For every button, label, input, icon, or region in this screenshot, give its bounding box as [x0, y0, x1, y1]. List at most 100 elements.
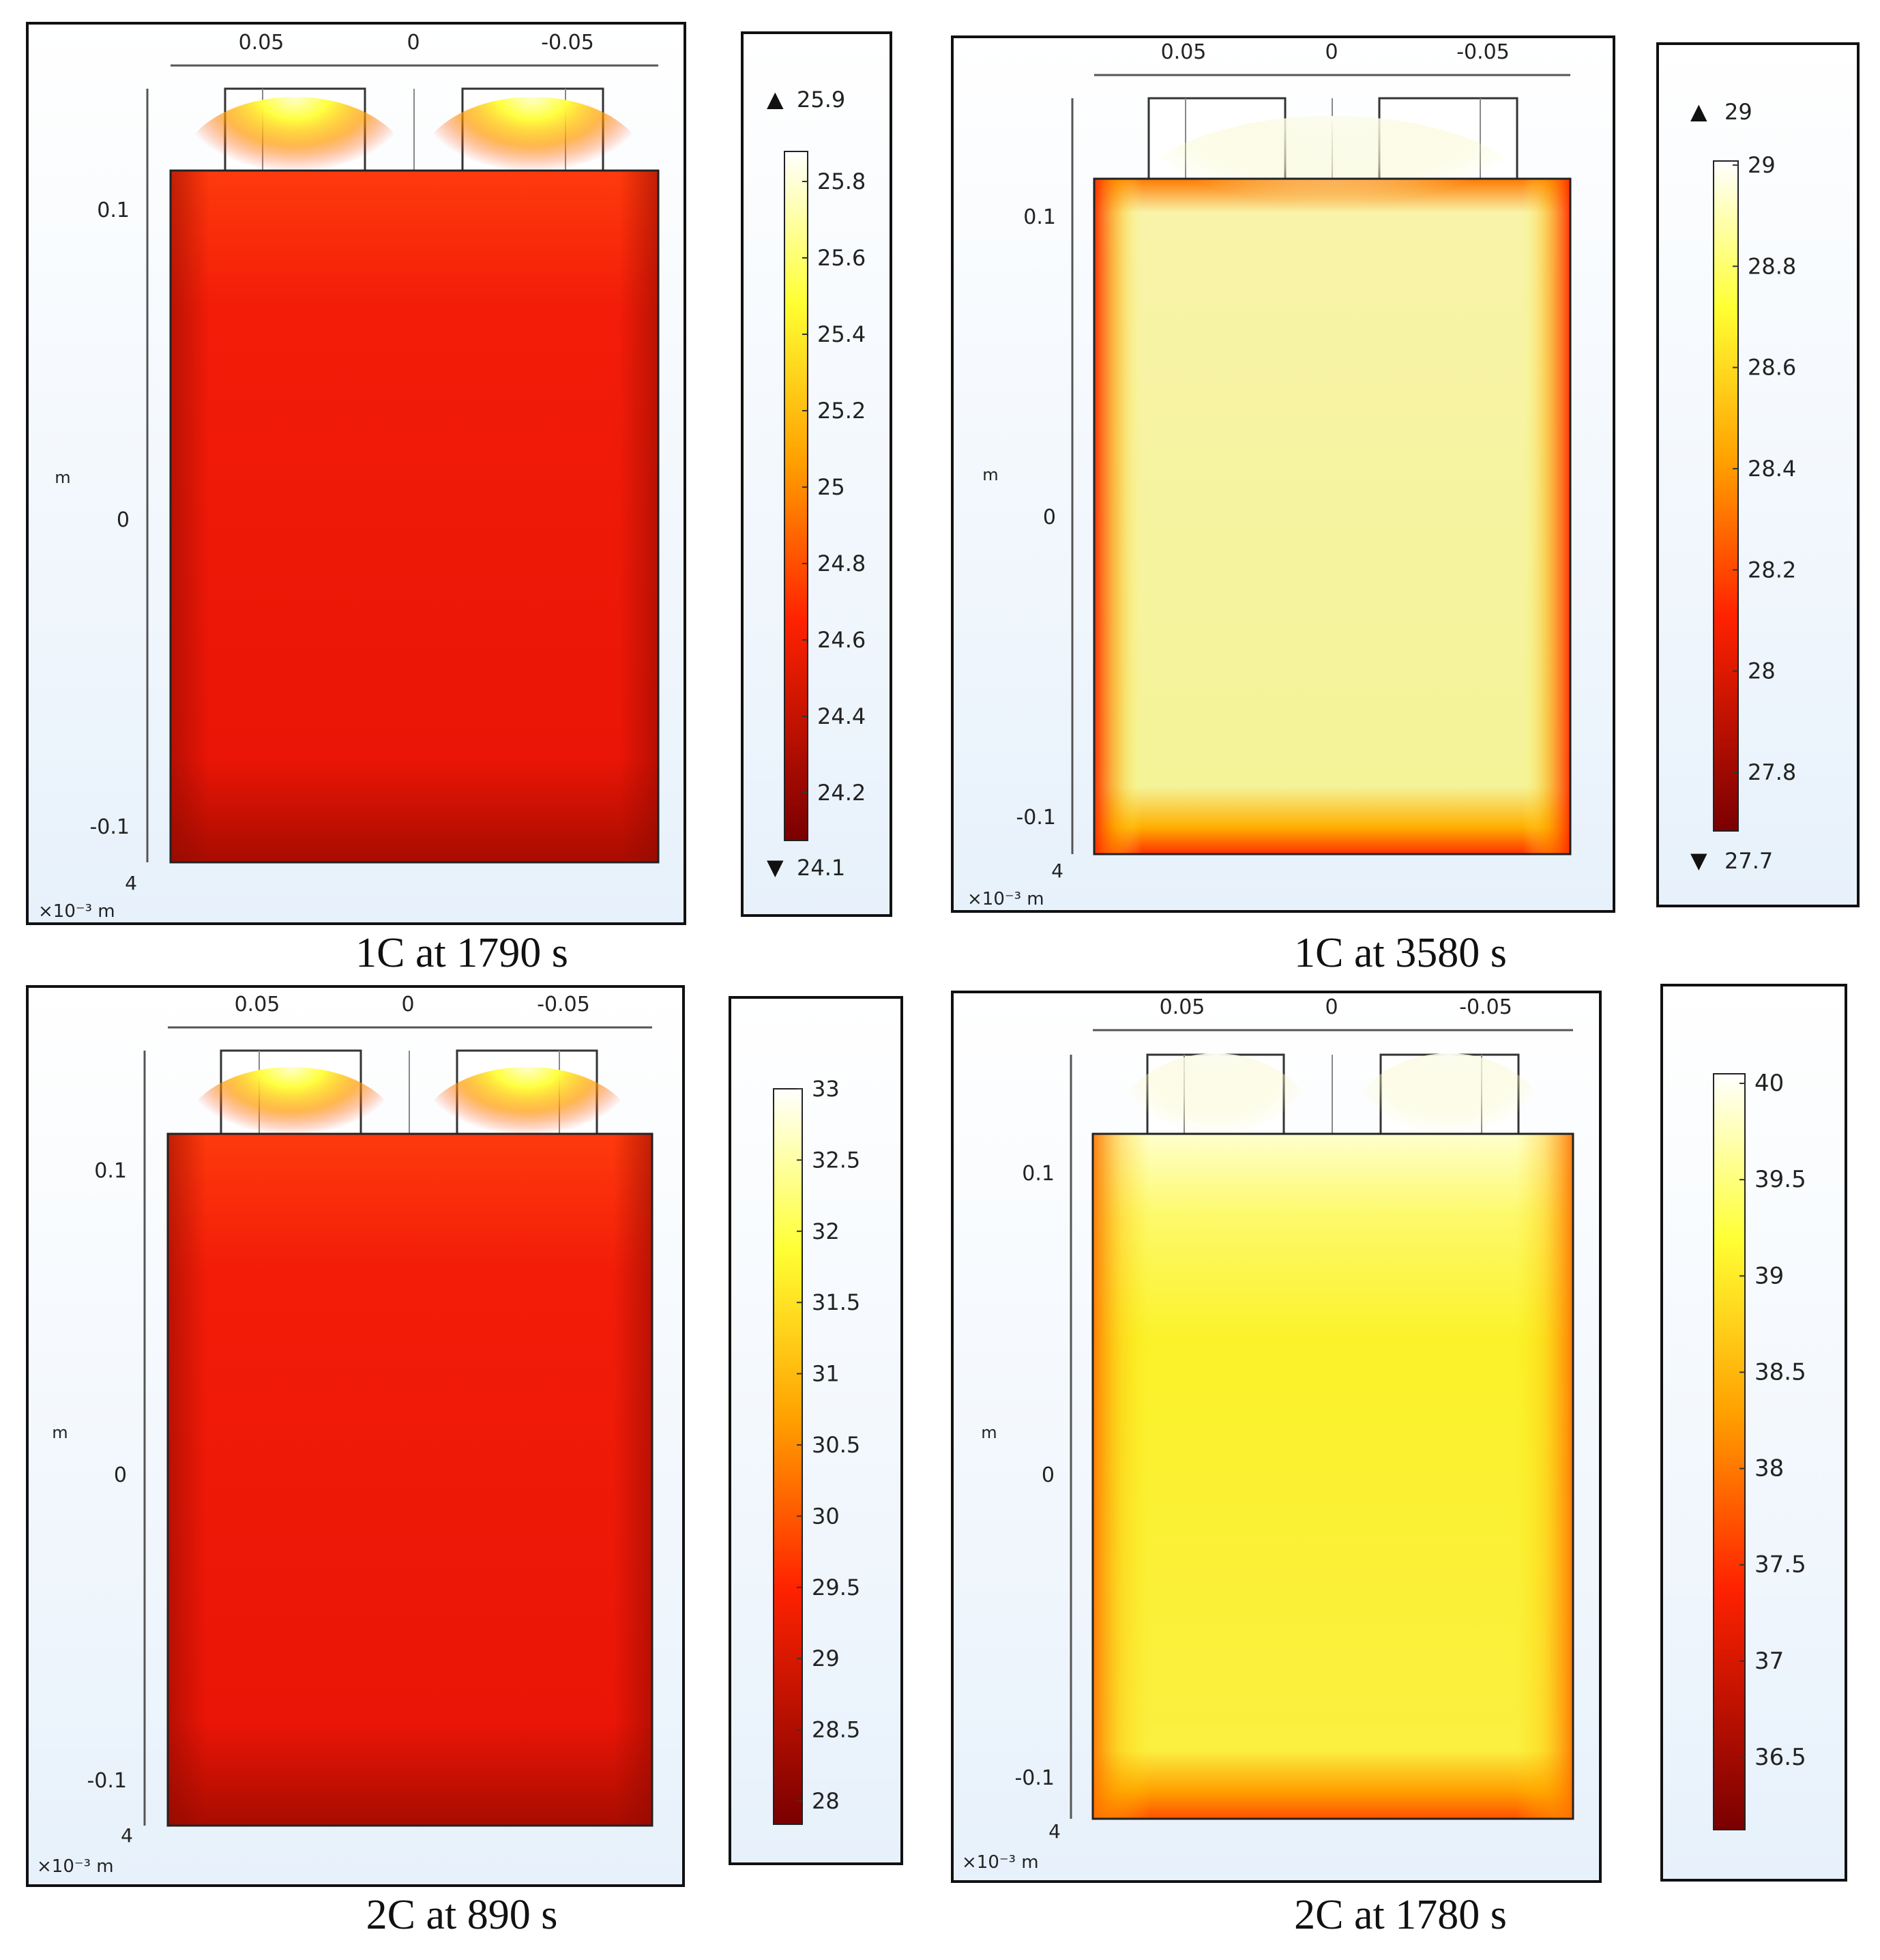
y-tick-label: 0.1: [1022, 1162, 1055, 1186]
colorbar-tick-label: 28: [812, 1788, 840, 1814]
hotspot-right: [418, 1067, 636, 1203]
colorbar-min-label: 24.1: [797, 855, 845, 881]
colorbar-scale: [773, 1088, 803, 1825]
colorbar-max-label: 25.9: [797, 87, 845, 113]
depth-value: 4: [121, 1824, 133, 1847]
colorbar-ticks: 33 32.5 32 31.5 31 30.5 30 29.5 29 28.5 28: [797, 1076, 860, 1814]
cell-body-outline: [1091, 1132, 1574, 1820]
colorbar-tick-label: 29.5: [812, 1575, 860, 1600]
panel-caption: 2C at 890 s: [366, 1892, 558, 1938]
y-tick-label: 0.1: [94, 1159, 127, 1183]
colorbar-tick-label: 36.5: [1754, 1744, 1806, 1771]
colorbar-min-marker: ▼: [767, 854, 784, 880]
colorbar-frame: [1656, 42, 1860, 907]
colorbar-tick-label: 31.5: [812, 1289, 860, 1315]
hotspot-left: [179, 97, 411, 247]
panel-caption: 2C at 1780 s: [1294, 1892, 1507, 1938]
colorbar-tick-label: 29: [812, 1645, 840, 1671]
x-tick-label: -0.05: [1456, 40, 1510, 64]
panel-caption: 1C at 1790 s: [355, 930, 568, 976]
colorbar-max-marker: ▲: [1690, 98, 1707, 124]
cell-body-outline: [169, 169, 660, 864]
x-tick-label: 0: [1325, 995, 1338, 1019]
x-tick-label: 0: [401, 993, 414, 1016]
depth-value: 4: [125, 872, 137, 894]
colorbar-frame: [729, 996, 903, 1865]
colorbar-tick-label: 27.8: [1748, 759, 1796, 785]
colorbar-tick-label: 33: [812, 1076, 840, 1102]
colorbar-max-marker: ▲: [767, 86, 784, 112]
x-tick-label: 0.05: [239, 31, 284, 55]
colorbar-ticks: 29 28.8 28.6 28.4 28.2 28 27.8: [1733, 152, 1796, 785]
colorbar-tick-label: 38.5: [1754, 1358, 1806, 1386]
y-tick-label: -0.1: [89, 815, 130, 839]
cell-body-edge-shade: [168, 1134, 652, 1826]
panel-2c-890s: 0.05 0 -0.05 0.1 0 -0.1 m 4 ×10⁻³ m 33 32…: [26, 985, 903, 1887]
x-tick-label: 0.05: [1160, 995, 1205, 1019]
colorbar-tick-label: 28.4: [1748, 456, 1796, 482]
colorbar-tick-label: 30: [812, 1503, 840, 1529]
cell-body-outline: [1093, 177, 1572, 855]
colorbar-scale: [784, 151, 808, 841]
y-unit-label: m: [982, 465, 998, 484]
x-tick-label: 0.05: [1161, 40, 1207, 64]
depth-unit: ×10⁻³ m: [37, 1856, 114, 1877]
x-tick-label: -0.05: [537, 993, 590, 1016]
colorbar-tick-label: 28.8: [1748, 253, 1796, 279]
colorbar-tick-label: 30.5: [812, 1432, 860, 1458]
cell-body-edge-shade: [1093, 1134, 1573, 1819]
y-tick-label: -0.1: [87, 1769, 127, 1793]
colorbar-tick-label: 24.2: [817, 780, 866, 806]
y-tick-label: 0: [1043, 506, 1056, 529]
colorbar-tick-label: 28.6: [1748, 355, 1796, 381]
hotspot-right: [417, 97, 649, 247]
colorbar-min-label: 27.7: [1724, 848, 1773, 874]
depth-unit: ×10⁻³ m: [38, 901, 115, 922]
colorbar-tick-label: 39.5: [1754, 1166, 1806, 1193]
colorbar-tick-label: 25.6: [817, 245, 866, 271]
colorbar-ticks: 25.8 25.6 25.4 25.2 25 24.8 24.6 24.4 24.2: [802, 169, 866, 806]
y-tick-label: -0.1: [1014, 1766, 1055, 1790]
colorbar-tick-label: 24.4: [817, 703, 866, 729]
colorbar-tick-label: 37.5: [1754, 1551, 1806, 1579]
panel-1c-1790s: 0.05 0 -0.05 0.1 0 -0.1 m 4 ×10⁻³ m ▲ 25…: [26, 22, 892, 925]
y-tick-label: 0: [117, 508, 130, 532]
depth-value: 4: [1051, 860, 1063, 882]
colorbar-frame: [1660, 984, 1847, 1882]
colorbar-ticks: 40 39.5 39 38.5 38 37.5 37 36.5: [1739, 1070, 1806, 1771]
x-tick-label: -0.05: [1459, 995, 1512, 1019]
x-tick-label: 0: [407, 31, 420, 55]
y-unit-label: m: [981, 1423, 997, 1442]
colorbar-tick-label: 24.6: [817, 627, 866, 653]
colorbar-tick-label: 32.5: [812, 1147, 860, 1173]
colorbar-tick-label: 31: [812, 1361, 840, 1387]
colorbar-min-marker: ▼: [1690, 847, 1707, 873]
y-tick-label: 0: [1042, 1463, 1055, 1487]
colorbar-tick-label: 29: [1748, 152, 1776, 178]
colorbar-tick-label: 25.4: [817, 321, 866, 347]
hotspot-center: [1128, 116, 1537, 293]
x-tick-label: 0.05: [235, 993, 280, 1016]
depth-value: 4: [1048, 1820, 1061, 1843]
colorbar-tick-label: 32: [812, 1218, 840, 1244]
x-tick-label: -0.05: [541, 31, 594, 55]
panel-2c-1780s: 0.05 0 -0.05 0.1 0 -0.1 m 4 ×10⁻³ m 40 39…: [951, 984, 1847, 1883]
cell-body-edge-shade: [171, 171, 658, 862]
depth-unit: ×10⁻³ m: [962, 1852, 1039, 1873]
y-tick-label: 0.1: [1023, 205, 1056, 229]
colorbar-tick-label: 25.2: [817, 398, 866, 424]
hotspot-left: [182, 1067, 400, 1203]
y-unit-label: m: [52, 1423, 68, 1442]
y-unit-label: m: [55, 468, 70, 487]
hotspot-left: [1113, 1053, 1318, 1217]
y-tick-label: 0: [114, 1463, 127, 1487]
colorbar-tick-label: 25: [817, 474, 845, 500]
colorbar-tick-label: 28.5: [812, 1717, 860, 1743]
colorbar-tick-label: 28.2: [1748, 557, 1796, 583]
colorbar-tick-label: 28: [1748, 658, 1776, 684]
panel-1c-3580s: 0.05 0 -0.05 0.1 0 -0.1 m 4 ×10⁻³ m ▲ 29…: [951, 35, 1860, 913]
hotspot-right: [1347, 1053, 1551, 1217]
colorbar-max-label: 29: [1724, 99, 1752, 125]
y-tick-label: -0.1: [1016, 806, 1056, 830]
